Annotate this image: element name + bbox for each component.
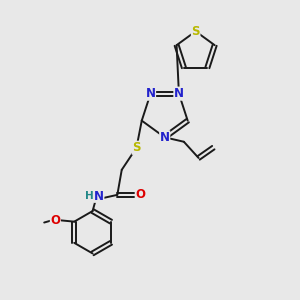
Text: S: S (191, 25, 200, 38)
Text: N: N (160, 131, 170, 144)
Text: S: S (132, 141, 141, 154)
Text: O: O (50, 214, 60, 227)
Text: H: H (85, 191, 94, 201)
Text: O: O (135, 188, 145, 201)
Text: N: N (94, 190, 104, 202)
Text: N: N (146, 87, 155, 100)
Text: N: N (174, 87, 184, 100)
